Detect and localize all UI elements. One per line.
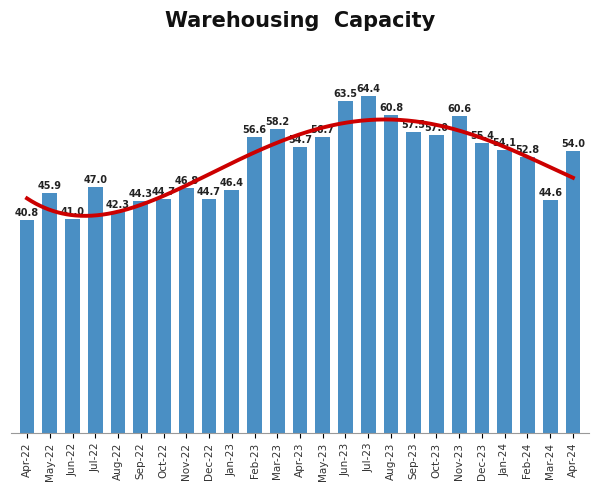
Bar <box>338 101 353 433</box>
Bar <box>429 135 444 433</box>
Text: 42.3: 42.3 <box>106 200 130 210</box>
Bar <box>497 150 512 433</box>
Bar <box>20 220 34 433</box>
Text: 46.8: 46.8 <box>174 176 199 186</box>
Bar <box>65 218 80 433</box>
Title: Warehousing  Capacity: Warehousing Capacity <box>165 11 435 31</box>
Bar <box>543 200 557 433</box>
Bar <box>156 199 171 433</box>
Bar <box>520 157 535 433</box>
Bar <box>179 188 194 433</box>
Text: 40.8: 40.8 <box>15 208 39 217</box>
Bar <box>293 147 307 433</box>
Text: 55.4: 55.4 <box>470 131 494 141</box>
Text: 56.7: 56.7 <box>311 124 335 134</box>
Text: 41.0: 41.0 <box>61 207 85 216</box>
Text: 44.7: 44.7 <box>197 187 221 197</box>
Text: 58.2: 58.2 <box>265 117 289 127</box>
Text: 46.4: 46.4 <box>220 179 244 188</box>
Text: 60.6: 60.6 <box>447 104 471 114</box>
Bar <box>361 96 376 433</box>
Bar <box>202 199 217 433</box>
Bar <box>224 190 239 433</box>
Text: 44.6: 44.6 <box>538 188 562 198</box>
Bar <box>316 137 330 433</box>
Text: 60.8: 60.8 <box>379 103 403 113</box>
Bar <box>43 193 57 433</box>
Text: 56.6: 56.6 <box>242 125 266 135</box>
Text: 57.5: 57.5 <box>402 121 426 130</box>
Bar <box>406 132 421 433</box>
Text: 47.0: 47.0 <box>83 175 107 185</box>
Text: 54.1: 54.1 <box>493 138 517 148</box>
Bar <box>452 116 467 433</box>
Text: 54.7: 54.7 <box>288 135 312 145</box>
Bar <box>566 151 580 433</box>
Text: 44.3: 44.3 <box>129 189 153 199</box>
Bar <box>270 129 284 433</box>
Text: 52.8: 52.8 <box>515 145 539 155</box>
Bar <box>133 201 148 433</box>
Bar <box>475 144 490 433</box>
Bar <box>88 187 103 433</box>
Text: 44.7: 44.7 <box>152 187 176 197</box>
Bar <box>383 115 398 433</box>
Text: 64.4: 64.4 <box>356 84 380 94</box>
Text: 45.9: 45.9 <box>38 181 62 191</box>
Text: 57.0: 57.0 <box>424 123 448 133</box>
Text: 63.5: 63.5 <box>334 89 358 99</box>
Bar <box>110 212 125 433</box>
Bar <box>247 137 262 433</box>
Text: 54.0: 54.0 <box>561 139 585 149</box>
